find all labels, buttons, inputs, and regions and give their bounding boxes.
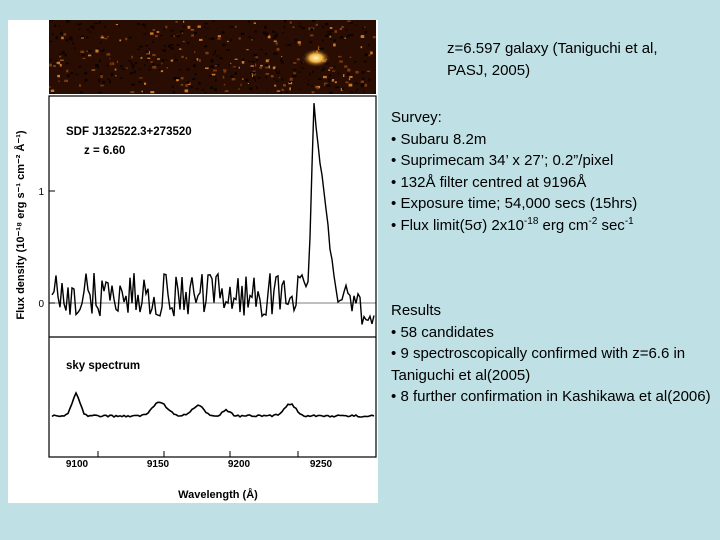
x-tick-label-9100: 9100 [66, 459, 89, 470]
survey-item: • 132Å filter centred at 9196Å [391, 173, 587, 191]
sky-spectrum-line [51, 391, 375, 419]
results-section: Results • 58 candidates • 9 spectroscopi… [391, 300, 711, 408]
x-ticks [97, 451, 299, 457]
y-axis-label: Flux density (10⁻¹⁸ erg s⁻¹ cm⁻² Å⁻¹) [14, 130, 27, 320]
results-item: • 8 further confirmation in Kashikawa et… [391, 388, 711, 405]
survey-section: Survey: • Subaru 8.2m • Suprimecam 34’ x… [391, 107, 711, 236]
plot-frame [48, 95, 377, 458]
figure-caption: z=6.597 galaxy (Taniguchi et al, PASJ, 2… [447, 40, 658, 79]
survey-item: • Subaru 8.2m [391, 130, 487, 148]
spectrum-figure: 1 0 9100 9150 9200 9250 SDF J132522.3+27… [8, 20, 378, 503]
x-tick-label-9150: 9150 [147, 459, 170, 470]
survey-heading: Survey: [391, 109, 442, 126]
results-item: • 9 spectroscopically confirmed with z=6… [391, 345, 686, 384]
x-axis-label: Wavelength (Å) [178, 488, 258, 501]
sky-spectrum-label: sky spectrum [66, 360, 140, 372]
x-tick-label-9250: 9250 [310, 459, 333, 470]
x-tick-label-9200: 9200 [228, 459, 251, 470]
redshift-label: z = 6.60 [84, 145, 125, 157]
y-tick-label-0: 0 [38, 299, 44, 310]
results-heading: Results [391, 302, 442, 319]
y-tick-label-1: 1 [38, 187, 44, 198]
spectrum-plot: 1 0 9100 9150 9200 9250 SDF J132522.3+27… [14, 20, 377, 501]
survey-item: • Exposure time; 54,000 secs (15hrs) [391, 195, 638, 212]
survey-item: • Suprimecam 34’ x 27’; 0.2”/pixel [391, 152, 614, 169]
2d-spectrum-image [49, 20, 376, 94]
survey-flux-limit: • Flux limit(5σ) 2x10-18 erg cm-2 sec-1 [391, 215, 634, 234]
results-item: • 58 candidates [391, 323, 494, 341]
sigma-symbol: σ [472, 216, 483, 234]
object-spectrum-line [51, 103, 375, 325]
object-name-label: SDF J132522.3+273520 [66, 126, 192, 138]
emission-blob [302, 49, 330, 67]
